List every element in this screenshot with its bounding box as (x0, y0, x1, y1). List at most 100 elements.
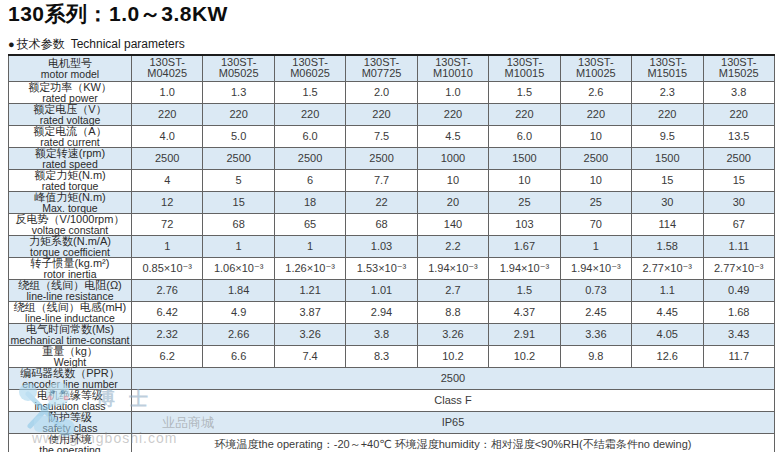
value-cell: 4.45 (632, 301, 703, 323)
value-cell: 68 (346, 213, 417, 235)
value-cell: 2.3 (632, 81, 703, 103)
value-cell: 1.5 (274, 81, 345, 103)
value-cell: 2500 (560, 147, 631, 169)
value-cell: 6.0 (274, 125, 345, 147)
value-cell: 8.3 (346, 345, 417, 367)
value-cell: 1.5 (489, 81, 560, 103)
value-cell: 70 (560, 213, 631, 235)
value-cell: 1.11 (703, 235, 775, 257)
value-cell: 9.8 (560, 345, 631, 367)
value-cell: 4.37 (489, 301, 560, 323)
value-cell: 7.7 (346, 169, 417, 191)
value-cell: 1.01 (346, 279, 417, 301)
value-cell: 4.0 (132, 125, 203, 147)
table-row: 额定力矩(N.m)rated torque4567.71010101515 (9, 169, 775, 191)
value-cell: 220 (274, 103, 345, 125)
value-cell: 220 (632, 103, 703, 125)
value-cell: 10 (560, 125, 631, 147)
param-label-cell: 额定功率（KW）rated power (9, 81, 132, 103)
value-cell: 140 (417, 213, 488, 235)
param-label-cell: 转子惯量(kg.m²)rotor inertia (9, 257, 132, 279)
table-row-merged: 防护等级safety classIP65 (9, 411, 775, 433)
model-header-cell: 130ST-M07725 (346, 55, 417, 81)
table-row: 额定电压（V）rated voltage22022022022022022022… (9, 103, 775, 125)
table-row: 转子惯量(kg.m²)rotor inertia0.85×10⁻³1.06×10… (9, 257, 775, 279)
value-cell: 2.66 (203, 323, 274, 345)
merged-value-cell: IP65 (132, 411, 775, 433)
value-cell: 4.05 (632, 323, 703, 345)
value-cell: 3.36 (560, 323, 631, 345)
value-cell: 220 (417, 103, 488, 125)
value-cell: 25 (560, 191, 631, 213)
value-cell: 1.1 (632, 279, 703, 301)
value-cell: 2.94 (346, 301, 417, 323)
table-row: 绕组（线间）电阻(Ω)line-line resistance2.761.841… (9, 279, 775, 301)
motor-model-label-cell: 电机型号motor model (9, 55, 132, 81)
value-cell: 4.9 (203, 301, 274, 323)
value-cell: 6.42 (132, 301, 203, 323)
value-cell: 220 (560, 103, 631, 125)
model-header-cell: 130ST-M10015 (489, 55, 560, 81)
value-cell: 68 (203, 213, 274, 235)
value-cell: 7.5 (346, 125, 417, 147)
value-cell: 1.0 (132, 81, 203, 103)
value-cell: 3.87 (274, 301, 345, 323)
value-cell: 10 (560, 169, 631, 191)
value-cell: 2.77×10⁻³ (703, 257, 775, 279)
value-cell: 22 (346, 191, 417, 213)
value-cell: 1.26×10⁻³ (274, 257, 345, 279)
model-header-cell: 130ST-M15025 (703, 55, 775, 81)
value-cell: 220 (203, 103, 274, 125)
value-cell: 1 (132, 235, 203, 257)
value-cell: 30 (632, 191, 703, 213)
value-cell: 65 (274, 213, 345, 235)
value-cell: 30 (703, 191, 775, 213)
value-cell: 2500 (703, 147, 775, 169)
table-row: 额定电流（A）rated current4.05.06.07.54.56.010… (9, 125, 775, 147)
value-cell: 3.26 (274, 323, 345, 345)
value-cell: 5 (203, 169, 274, 191)
value-cell: 1.68 (703, 301, 775, 323)
merged-value-cell: Class F (132, 389, 775, 411)
param-label-cell: 额定电流（A）rated current (9, 125, 132, 147)
value-cell: 1500 (489, 147, 560, 169)
table-row: 反电势（V/1000rpm）voltage constant7268656814… (9, 213, 775, 235)
param-label-cell: 使用环境the operating (9, 433, 132, 452)
value-cell: 15 (632, 169, 703, 191)
value-cell: 2.91 (489, 323, 560, 345)
model-header-cell: 130ST-M10010 (417, 55, 488, 81)
value-cell: 4.5 (417, 125, 488, 147)
value-cell: 103 (489, 213, 560, 235)
value-cell: 18 (274, 191, 345, 213)
value-cell: 20 (417, 191, 488, 213)
model-header-cell: 130ST-M15015 (632, 55, 703, 81)
value-cell: 220 (489, 103, 560, 125)
value-cell: 114 (632, 213, 703, 235)
header-row: 电机型号motor model130ST-M04025130ST-M050251… (9, 55, 775, 81)
param-label-cell: 重量（kg）Weight (9, 345, 132, 367)
model-header-cell: 130ST-M04025 (132, 55, 203, 81)
value-cell: 1.58 (632, 235, 703, 257)
param-label-cell: 反电势（V/1000rpm）voltage constant (9, 213, 132, 235)
param-label-cell: 额定力矩(N.m)rated torque (9, 169, 132, 191)
value-cell: 1 (203, 235, 274, 257)
value-cell: 1.5 (489, 279, 560, 301)
value-cell: 1.3 (203, 81, 274, 103)
value-cell: 6.0 (489, 125, 560, 147)
model-header-cell: 130ST-M06025 (274, 55, 345, 81)
value-cell: 1500 (632, 147, 703, 169)
value-cell: 3.26 (417, 323, 488, 345)
param-label-cell: 额定转速(rpm)rated speed (9, 147, 132, 169)
value-cell: 15 (203, 191, 274, 213)
table-row: 力矩系数(N.m/A)torque coefficient1111.032.21… (9, 235, 775, 257)
section-title: ●技术参数Technical parameters (8, 36, 185, 53)
value-cell: 15 (703, 169, 775, 191)
value-cell: 2500 (274, 147, 345, 169)
value-cell: 7.4 (274, 345, 345, 367)
value-cell: 1.21 (274, 279, 345, 301)
value-cell: 2.45 (560, 301, 631, 323)
section-title-en: Technical parameters (71, 37, 185, 51)
value-cell: 3.43 (703, 323, 775, 345)
param-label-cell: 峰值力矩(N.m)Max. torque (9, 191, 132, 213)
section-title-zh: 技术参数 (17, 37, 65, 51)
